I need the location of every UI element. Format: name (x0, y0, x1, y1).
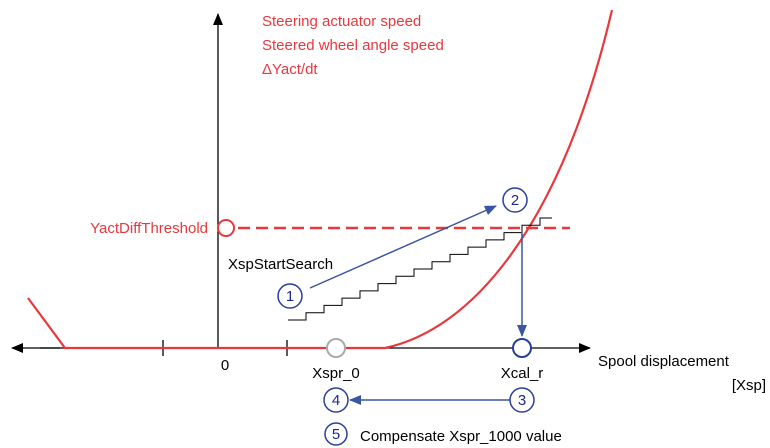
threshold-label: YactDiffThreshold (90, 220, 208, 237)
speed-curve (27, 9, 614, 350)
threshold-marker (217, 219, 235, 237)
axis-title: ΔYact/dt (262, 61, 318, 78)
step-label: Compensate Xspr_1000 value (360, 428, 562, 445)
step-markers (277, 187, 535, 446)
axis-title: Steering actuator speed (262, 13, 421, 30)
xspr-point (326, 338, 346, 358)
step-number: 4 (332, 392, 340, 409)
step-number: 2 (511, 192, 519, 209)
xspr-label: Xspr_0 (312, 365, 360, 382)
axis-title: Steered wheel angle speed (262, 37, 444, 54)
xcal-label: Xcal_r (501, 365, 544, 382)
arrow-search (309, 205, 497, 289)
search-staircase (288, 217, 552, 321)
step-number: 5 (332, 426, 340, 443)
x-axis-title: Spool displacement (598, 353, 730, 370)
step-number: 3 (518, 392, 526, 409)
step-number: 1 (286, 288, 294, 305)
origin-label: 0 (221, 357, 229, 374)
search-label: XspStartSearch (228, 256, 333, 273)
xcal-point (512, 338, 532, 358)
x-axis-unit: [Xsp] (732, 377, 766, 394)
